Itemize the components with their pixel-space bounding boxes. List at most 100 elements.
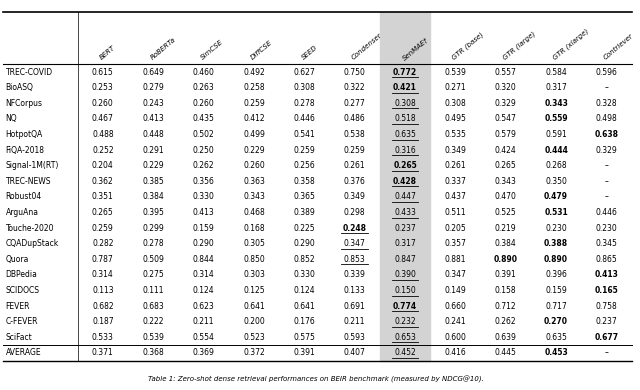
Text: Contriever: Contriever	[603, 33, 635, 61]
Text: 0.750: 0.750	[344, 67, 365, 77]
Text: 0.865: 0.865	[596, 255, 618, 264]
Text: SciFact: SciFact	[6, 333, 33, 342]
Text: 0.638: 0.638	[595, 130, 618, 139]
Text: 0.303: 0.303	[243, 270, 265, 280]
Text: 0.260: 0.260	[243, 161, 265, 170]
Text: –: –	[605, 192, 609, 202]
Text: 0.683: 0.683	[142, 301, 164, 311]
Text: 0.787: 0.787	[92, 255, 114, 264]
Text: SEED: SEED	[300, 45, 319, 61]
Text: –: –	[605, 177, 609, 186]
Text: –: –	[605, 83, 609, 92]
Bar	[380, 12, 430, 361]
Text: 0.385: 0.385	[142, 177, 164, 186]
Text: BioASQ: BioASQ	[6, 83, 33, 92]
Text: 0.499: 0.499	[243, 130, 265, 139]
Text: 0.113: 0.113	[92, 286, 114, 295]
Text: 0.260: 0.260	[92, 99, 114, 108]
Text: 0.437: 0.437	[444, 192, 467, 202]
Text: 0.339: 0.339	[344, 270, 365, 280]
Text: SCIDOCS: SCIDOCS	[6, 286, 40, 295]
Text: 0.222: 0.222	[143, 317, 164, 326]
Text: 0.523: 0.523	[243, 333, 265, 342]
Text: C-FEVER: C-FEVER	[6, 317, 38, 326]
Text: 0.299: 0.299	[142, 223, 164, 233]
Text: 0.717: 0.717	[545, 301, 567, 311]
Text: 0.260: 0.260	[193, 99, 214, 108]
Text: 0.844: 0.844	[193, 255, 214, 264]
Text: 0.278: 0.278	[143, 239, 164, 248]
Text: 0.416: 0.416	[445, 348, 467, 358]
Text: TREC-NEWS: TREC-NEWS	[6, 177, 51, 186]
Text: 0.448: 0.448	[142, 130, 164, 139]
Text: 0.229: 0.229	[243, 145, 265, 155]
Text: 0.230: 0.230	[596, 223, 618, 233]
Text: –: –	[605, 348, 609, 358]
Text: 0.584: 0.584	[545, 67, 567, 77]
Text: 0.538: 0.538	[344, 130, 365, 139]
Text: 0.502: 0.502	[193, 130, 214, 139]
Text: 0.389: 0.389	[293, 208, 315, 217]
Text: 0.150: 0.150	[394, 286, 416, 295]
Text: 0.384: 0.384	[495, 239, 516, 248]
Text: 0.641: 0.641	[243, 301, 265, 311]
Text: RoBERTa: RoBERTa	[149, 37, 177, 61]
Text: 0.317: 0.317	[394, 239, 416, 248]
Text: 0.890: 0.890	[493, 255, 518, 264]
Text: 0.486: 0.486	[344, 114, 365, 124]
Text: 0.262: 0.262	[193, 161, 214, 170]
Text: 0.261: 0.261	[445, 161, 466, 170]
Text: 0.467: 0.467	[92, 114, 114, 124]
Text: 0.498: 0.498	[596, 114, 618, 124]
Text: Table 1: Zero-shot dense retrieval performances on BEIR benchmark (measured by N: Table 1: Zero-shot dense retrieval perfo…	[148, 376, 484, 383]
Text: 0.452: 0.452	[394, 348, 416, 358]
Text: 0.847: 0.847	[394, 255, 416, 264]
Text: 0.488: 0.488	[92, 130, 114, 139]
Text: 0.159: 0.159	[545, 286, 567, 295]
Text: Quora: Quora	[6, 255, 29, 264]
Text: TREC-COVID: TREC-COVID	[6, 67, 53, 77]
Text: 0.314: 0.314	[193, 270, 214, 280]
Text: 0.525: 0.525	[495, 208, 516, 217]
Text: SenMAE†: SenMAE†	[401, 36, 429, 61]
Text: 0.635: 0.635	[394, 130, 416, 139]
Text: 0.395: 0.395	[142, 208, 164, 217]
Text: 0.204: 0.204	[92, 161, 114, 170]
Text: 0.159: 0.159	[193, 223, 214, 233]
Text: 0.413: 0.413	[142, 114, 164, 124]
Text: 0.495: 0.495	[444, 114, 467, 124]
Text: 0.641: 0.641	[293, 301, 315, 311]
Text: 0.446: 0.446	[293, 114, 316, 124]
Text: 0.351: 0.351	[92, 192, 114, 202]
Text: SimCSE: SimCSE	[200, 39, 225, 61]
Text: 0.205: 0.205	[445, 223, 467, 233]
Text: 0.237: 0.237	[394, 223, 416, 233]
Text: 0.330: 0.330	[193, 192, 214, 202]
Text: 0.541: 0.541	[293, 130, 315, 139]
Text: 0.308: 0.308	[394, 99, 416, 108]
Text: 0.230: 0.230	[545, 223, 567, 233]
Text: 0.881: 0.881	[445, 255, 466, 264]
Text: 0.772: 0.772	[393, 67, 417, 77]
Text: 0.265: 0.265	[393, 161, 417, 170]
Text: 0.369: 0.369	[193, 348, 214, 358]
Text: FiQA-2018: FiQA-2018	[6, 145, 45, 155]
Text: 0.322: 0.322	[344, 83, 365, 92]
Text: –: –	[605, 161, 609, 170]
Text: 0.314: 0.314	[92, 270, 114, 280]
Text: 0.298: 0.298	[344, 208, 365, 217]
Text: 0.468: 0.468	[243, 208, 265, 217]
Text: 0.347: 0.347	[344, 239, 365, 248]
Text: 0.444: 0.444	[544, 145, 568, 155]
Text: 0.539: 0.539	[142, 333, 164, 342]
Text: 0.435: 0.435	[193, 114, 214, 124]
Text: 0.265: 0.265	[92, 208, 114, 217]
Text: 0.615: 0.615	[92, 67, 114, 77]
Text: 0.168: 0.168	[243, 223, 265, 233]
Text: 0.149: 0.149	[445, 286, 467, 295]
Text: GTR (large): GTR (large)	[502, 30, 536, 61]
Text: 0.211: 0.211	[344, 317, 365, 326]
Text: 0.365: 0.365	[293, 192, 316, 202]
Text: 0.250: 0.250	[193, 145, 214, 155]
Text: 0.349: 0.349	[444, 145, 467, 155]
